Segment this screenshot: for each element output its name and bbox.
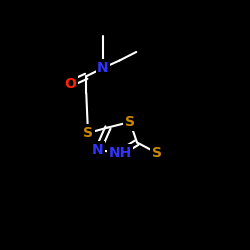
Text: S: S bbox=[152, 146, 162, 160]
Text: S: S bbox=[83, 126, 93, 140]
Text: S: S bbox=[125, 115, 135, 129]
Text: N: N bbox=[97, 61, 109, 75]
Text: O: O bbox=[64, 77, 76, 91]
Text: NH: NH bbox=[108, 146, 132, 160]
Text: N: N bbox=[92, 143, 104, 157]
